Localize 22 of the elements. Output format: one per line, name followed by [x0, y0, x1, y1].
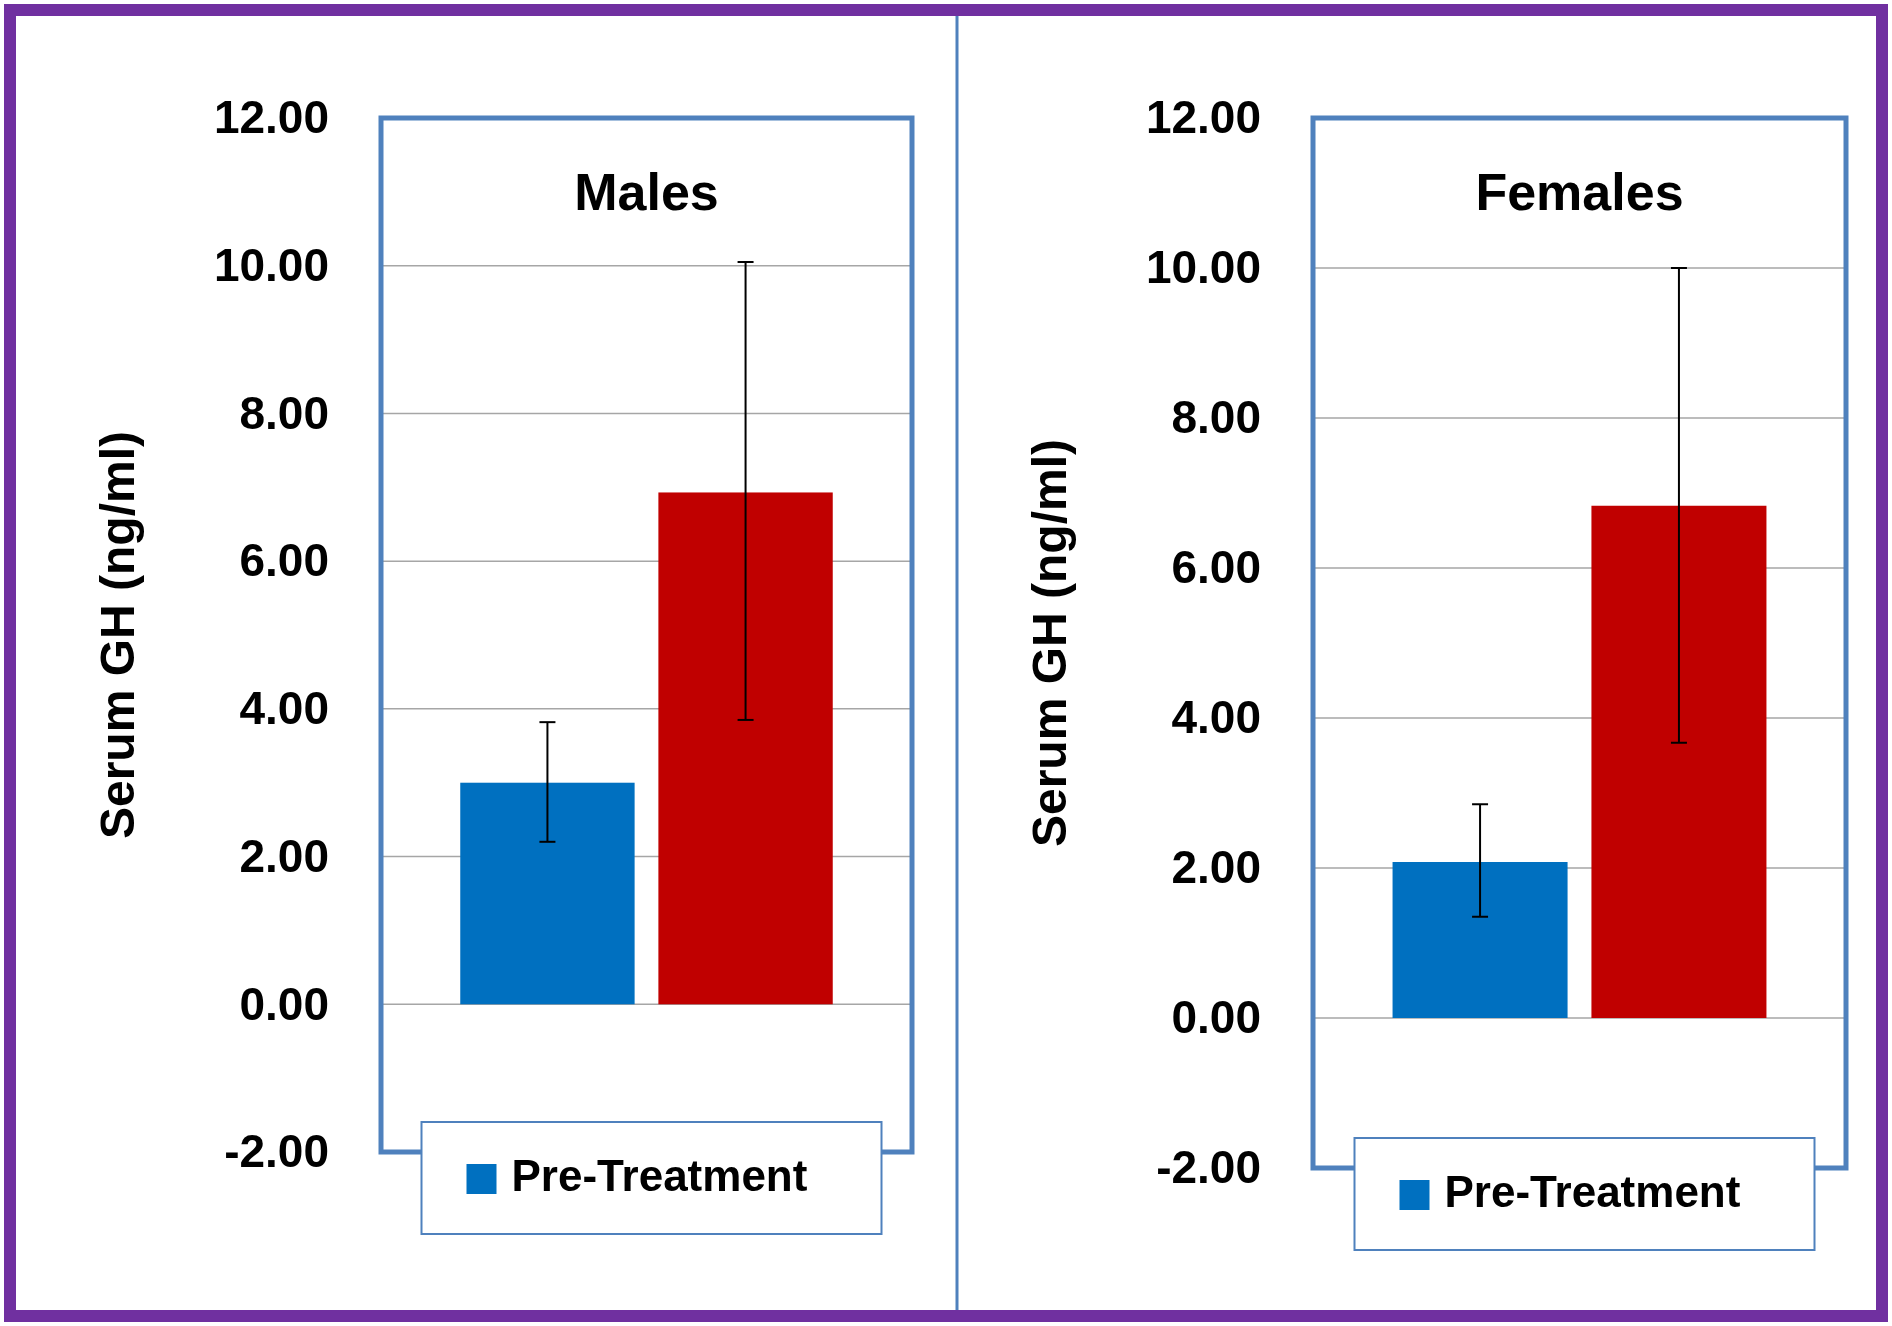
text: Males	[574, 163, 719, 221]
y-tick-label: 0.00	[1171, 991, 1261, 1044]
y-tick-label: 10.00	[213, 238, 329, 291]
y-tick-label: -2.00	[224, 1125, 329, 1178]
y-tick-label: 8.00	[239, 386, 329, 439]
y-tick-label: -2.00	[1156, 1141, 1261, 1194]
y-axis-title: Serum GH (ng/ml)	[1022, 438, 1076, 848]
text: Females	[1475, 163, 1684, 221]
y-axis-title: Serum GH (ng/ml)	[90, 430, 144, 840]
y-tick-label: 12.00	[213, 91, 329, 144]
legend-label: Pre-Treatment	[1444, 1166, 1741, 1216]
y-tick-label: 4.00	[1171, 691, 1261, 744]
y-tick-label: 10.00	[1145, 241, 1261, 294]
y-tick-label: 2.00	[239, 829, 329, 882]
y-tick-label: 6.00	[1171, 541, 1261, 594]
y-tick-label: 6.00	[239, 534, 329, 587]
y-tick-label: 8.00	[1171, 391, 1261, 444]
y-tick-label: 12.00	[1145, 91, 1261, 144]
y-tick-label: 4.00	[239, 682, 329, 735]
legend-label: Pre-Treatment	[511, 1150, 808, 1200]
y-tick-label: 0.00	[239, 977, 329, 1030]
y-tick-label: 2.00	[1171, 841, 1261, 894]
